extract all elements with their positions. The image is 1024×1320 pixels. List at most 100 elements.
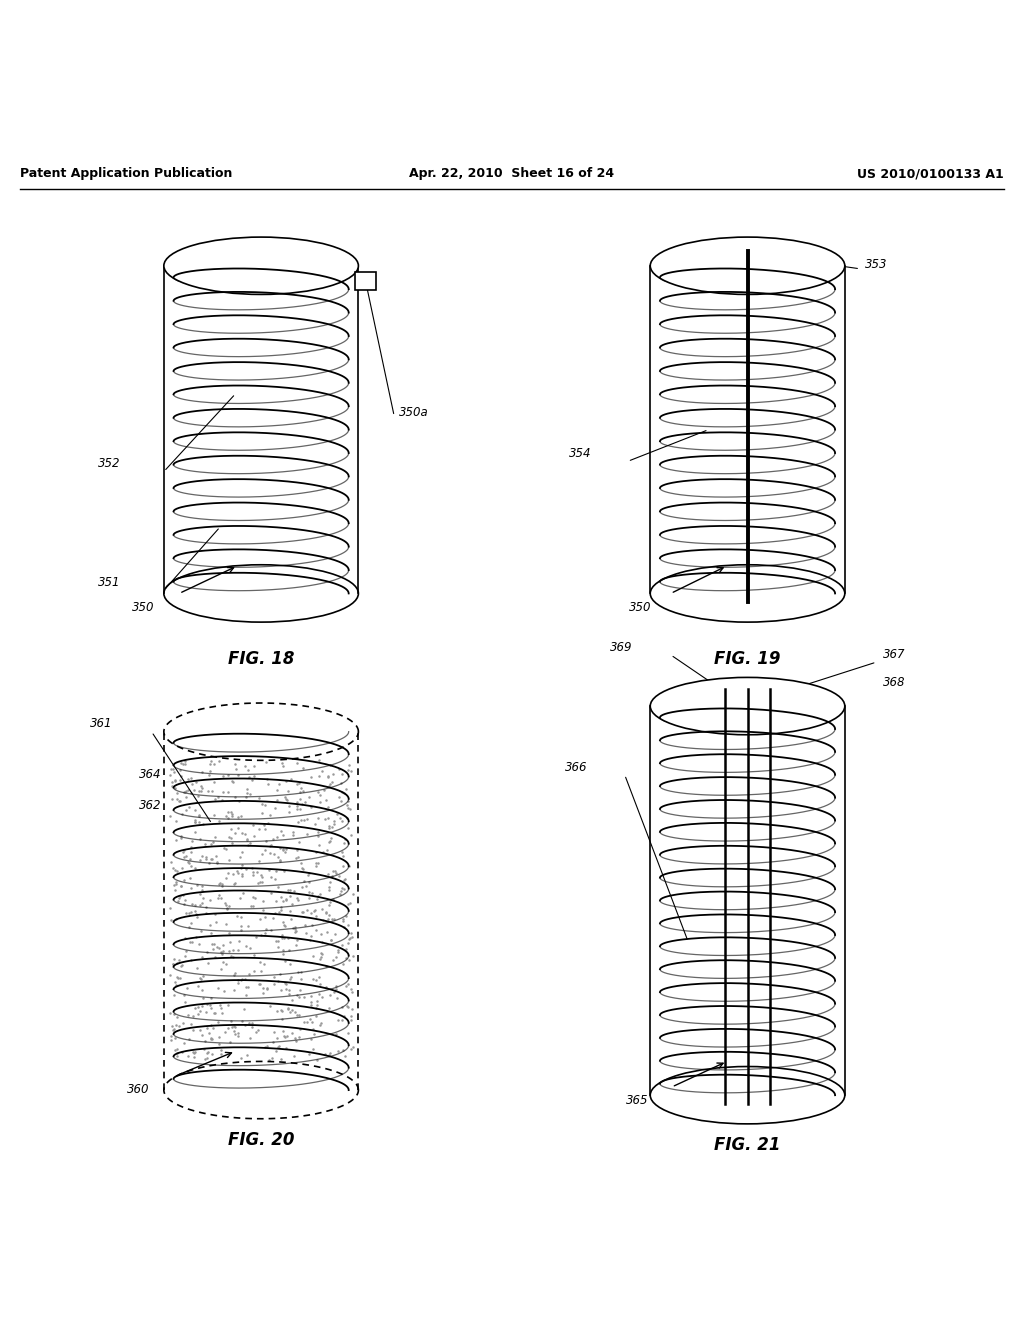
Point (177, 945, 194, 966)
Point (290, 812, 306, 833)
Point (276, 841, 293, 862)
Point (304, 883, 321, 904)
Point (323, 929, 339, 950)
Point (213, 998, 229, 1019)
Point (334, 878, 350, 899)
Point (276, 950, 293, 972)
Point (258, 978, 274, 999)
Text: Patent Application Publication: Patent Application Publication (20, 168, 232, 180)
Point (319, 807, 336, 828)
Point (304, 968, 321, 989)
Point (207, 826, 223, 847)
Point (311, 1015, 328, 1036)
Point (284, 1022, 300, 1043)
Point (215, 935, 231, 956)
Point (328, 975, 344, 997)
Point (296, 809, 312, 830)
Point (322, 871, 338, 892)
Point (163, 759, 179, 780)
Point (202, 760, 218, 781)
Point (283, 900, 299, 921)
Point (210, 810, 226, 832)
Point (239, 783, 255, 804)
Point (319, 921, 336, 942)
Point (221, 850, 238, 871)
Point (217, 1022, 233, 1043)
Point (301, 882, 317, 903)
Point (321, 879, 337, 900)
Point (176, 846, 193, 867)
Point (238, 969, 254, 990)
Point (229, 817, 246, 838)
Point (301, 787, 317, 808)
Point (270, 1038, 287, 1059)
Point (168, 873, 184, 894)
Point (183, 949, 200, 970)
Point (292, 799, 308, 820)
Point (307, 969, 324, 990)
Point (283, 908, 299, 929)
Point (215, 766, 231, 787)
Point (164, 776, 180, 797)
Text: 350a: 350a (399, 405, 429, 418)
Point (166, 948, 182, 969)
Point (278, 973, 294, 994)
Point (182, 867, 199, 888)
Point (165, 1019, 181, 1040)
Point (206, 804, 222, 825)
Point (293, 853, 309, 874)
Point (166, 1003, 182, 1024)
Point (167, 1027, 183, 1048)
Point (256, 1036, 272, 1057)
Point (284, 894, 300, 915)
Point (208, 846, 224, 867)
Point (230, 1023, 247, 1044)
Point (313, 944, 330, 965)
Point (322, 895, 338, 916)
Point (172, 752, 188, 774)
Point (174, 1041, 190, 1063)
Point (218, 867, 234, 888)
Point (178, 940, 195, 961)
Point (179, 978, 196, 999)
Point (310, 807, 327, 828)
Point (325, 816, 341, 837)
Point (229, 862, 246, 883)
Point (303, 796, 319, 817)
Point (204, 1028, 220, 1049)
Point (322, 1044, 338, 1065)
Point (229, 906, 246, 927)
Point (330, 941, 346, 962)
Point (330, 940, 346, 961)
Point (171, 1015, 187, 1036)
Point (340, 932, 356, 953)
Point (199, 994, 215, 1015)
Point (197, 1030, 213, 1051)
Point (330, 1040, 346, 1061)
Point (246, 960, 262, 981)
Point (227, 787, 244, 808)
Point (181, 903, 198, 924)
Point (273, 899, 290, 920)
Point (206, 1002, 222, 1023)
Point (295, 780, 311, 801)
Point (239, 777, 255, 799)
Point (176, 870, 193, 891)
Point (338, 795, 354, 816)
Point (176, 840, 193, 861)
Point (262, 920, 279, 941)
Text: 360: 360 (127, 1082, 150, 1096)
Point (330, 1010, 346, 1031)
Point (282, 884, 298, 906)
Point (278, 973, 294, 994)
Point (186, 1047, 203, 1068)
Point (225, 1015, 242, 1036)
Point (163, 1026, 179, 1047)
Point (304, 1019, 321, 1040)
Point (247, 887, 263, 908)
Point (319, 766, 336, 787)
Point (193, 895, 209, 916)
Point (288, 920, 304, 941)
Point (336, 833, 352, 854)
Point (227, 1023, 244, 1044)
